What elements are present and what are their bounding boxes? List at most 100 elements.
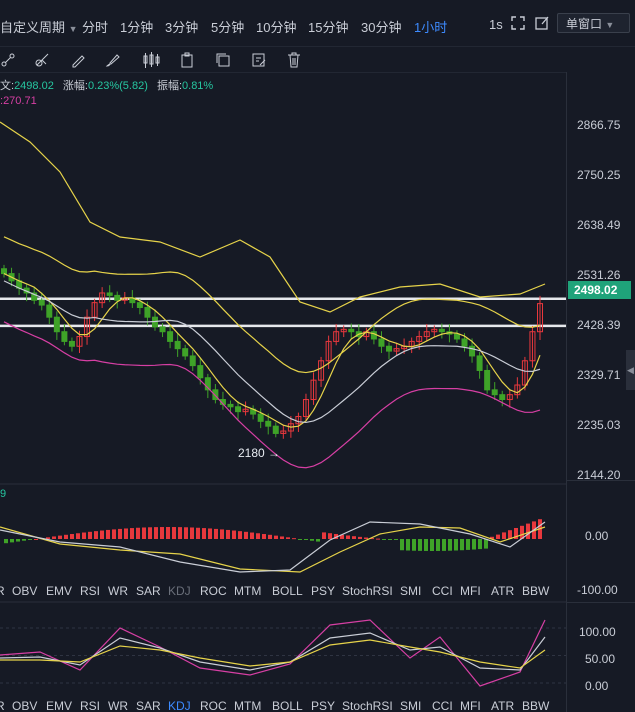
indicator-tab-obv[interactable]: OBV <box>12 584 38 598</box>
tf-tab-6[interactable]: 30分钟 <box>361 20 402 35</box>
candle-body <box>106 292 113 296</box>
indicator-tab-mfi[interactable]: MFI <box>460 584 481 598</box>
indicator-tab-mtm[interactable]: MTM <box>234 584 262 598</box>
candle-body <box>453 333 460 340</box>
indicator-tab-bbw[interactable]: BBW <box>522 699 550 712</box>
ma-long-line <box>3 280 541 424</box>
indicator-tab-atr[interactable]: ATR <box>491 699 515 712</box>
panel-collapse-handle[interactable]: ◀ <box>626 350 635 390</box>
fullscreen-icon[interactable] <box>511 16 525 35</box>
indicator-tab-psy[interactable]: PSY <box>311 699 336 712</box>
indicator-tab-emv[interactable]: EMV <box>46 699 73 712</box>
macd-bar <box>196 527 200 539</box>
tf-tab-5[interactable]: 15分钟 <box>308 20 349 35</box>
macd-bar <box>286 537 290 539</box>
candle-body <box>529 331 536 362</box>
macd-bar <box>460 539 464 551</box>
macd-bar <box>250 532 254 539</box>
clipboard-tool-icon[interactable] <box>180 52 194 73</box>
macd-bar <box>496 534 500 539</box>
indicator-tab-sar[interactable]: SAR <box>136 584 161 598</box>
edit-tool-icon[interactable] <box>251 52 267 73</box>
custom-period-dropdown[interactable]: 自定义周期 ▼ <box>0 17 78 36</box>
indicator-tab-r[interactable]: R <box>0 699 5 712</box>
candle-body <box>204 377 211 391</box>
indicator-tab-psy[interactable]: PSY <box>311 584 336 598</box>
price-tick: 2750.25 <box>577 168 621 182</box>
tf-tab-4[interactable]: 10分钟 <box>256 20 297 35</box>
candle-body <box>235 406 242 413</box>
tf-tab-2[interactable]: 3分钟 <box>165 20 199 35</box>
indicator-tab-sar[interactable]: SAR <box>136 699 161 712</box>
indicator-tab-kdj[interactable]: KDJ <box>168 699 191 712</box>
indicator-tab-mtm[interactable]: MTM <box>234 699 262 712</box>
ray-tool-icon[interactable] <box>34 52 50 73</box>
indicator-tab-emv[interactable]: EMV <box>46 584 73 598</box>
macd-bar <box>238 531 242 539</box>
candle-body <box>31 292 38 301</box>
indicator-tab-kdj[interactable]: KDJ <box>168 584 191 598</box>
macd-bar <box>166 527 170 539</box>
macd-bar <box>484 539 488 549</box>
indicator-tab-wr[interactable]: WR <box>108 584 128 598</box>
brush-tool-icon[interactable] <box>105 52 121 73</box>
indicator-tab-r[interactable]: R <box>0 584 5 598</box>
macd-bar <box>178 527 182 539</box>
interval-1s-button[interactable]: 1s <box>489 17 503 32</box>
caret-down-icon: ▼ <box>68 24 78 34</box>
indicator-tab-rsi[interactable]: RSI <box>80 699 101 712</box>
candle-tool-icon[interactable] <box>142 52 160 73</box>
line-tool-icon[interactable] <box>0 52 16 73</box>
kdj-tick: 0.00 <box>585 679 609 693</box>
copy-tool-icon[interactable] <box>215 52 231 73</box>
indicator-tab-smi[interactable]: SMI <box>400 584 422 598</box>
indicator-tab-cci[interactable]: CCI <box>432 584 453 598</box>
macd-bar <box>382 539 386 540</box>
macd-bar <box>472 539 476 550</box>
candle-body <box>167 331 174 342</box>
amplitude-label: 振幅: <box>156 80 183 92</box>
tf-tab-7[interactable]: 1小时 <box>414 20 448 35</box>
tf-tab-0[interactable]: 分时 <box>82 20 109 35</box>
chart-canvas[interactable] <box>0 72 566 712</box>
macd-bar <box>244 531 248 539</box>
indicator-tab-wr[interactable]: WR <box>108 699 128 712</box>
price-tick: 2866.75 <box>577 118 621 132</box>
indicator-tab-roc[interactable]: ROC <box>200 584 227 598</box>
indicator-tab-smi[interactable]: SMI <box>400 699 422 712</box>
tf-tab-3[interactable]: 5分钟 <box>211 20 245 35</box>
settings-square-icon[interactable] <box>535 16 549 35</box>
indicator-tab-roc[interactable]: ROC <box>200 699 227 712</box>
trash-icon[interactable] <box>287 52 301 73</box>
tf-tab-1[interactable]: 1分钟 <box>120 20 154 35</box>
indicator-tab-atr[interactable]: ATR <box>491 584 515 598</box>
indicator-tab-stochrsi[interactable]: StochRSI <box>342 699 393 712</box>
window-mode-dropdown[interactable]: 单窗口 ▼ <box>557 13 630 33</box>
macd-bar <box>430 539 434 551</box>
candle-body <box>136 302 143 308</box>
macd-bar <box>226 529 230 539</box>
indicator-tab-mfi[interactable]: MFI <box>460 699 481 712</box>
indicator-tab-obv[interactable]: OBV <box>12 699 38 712</box>
indicator-tab-stochrsi[interactable]: StochRSI <box>342 584 393 598</box>
macd-bar <box>280 536 284 539</box>
indicator-tabs: R OBV EMV RSI WR SAR KDJ ROC MTM BOLL PSY StochRSI S… <box>0 584 566 602</box>
candle-body <box>514 384 521 396</box>
window-mode-label: 单窗口 <box>566 17 603 31</box>
indicator-tab-rsi[interactable]: RSI <box>80 584 101 598</box>
macd-bar <box>514 528 518 539</box>
boll-lower-line <box>3 321 541 469</box>
indicator-tab-boll[interactable]: BOLL <box>272 699 303 712</box>
change-value: 0.23%(5.82) <box>87 80 148 92</box>
indicator-tab-cci[interactable]: CCI <box>432 699 453 712</box>
macd-bar <box>112 529 116 539</box>
candle-body <box>76 336 83 347</box>
candle-body <box>38 299 45 306</box>
macd-bar <box>52 536 56 539</box>
candle-body <box>438 328 445 333</box>
kdj-tick: 100.00 <box>579 625 616 639</box>
indicator-tab-bbw[interactable]: BBW <box>522 584 550 598</box>
indicator-tab-boll[interactable]: BOLL <box>272 584 303 598</box>
pen-tool-icon[interactable] <box>70 52 86 73</box>
axis-divider <box>567 480 635 481</box>
